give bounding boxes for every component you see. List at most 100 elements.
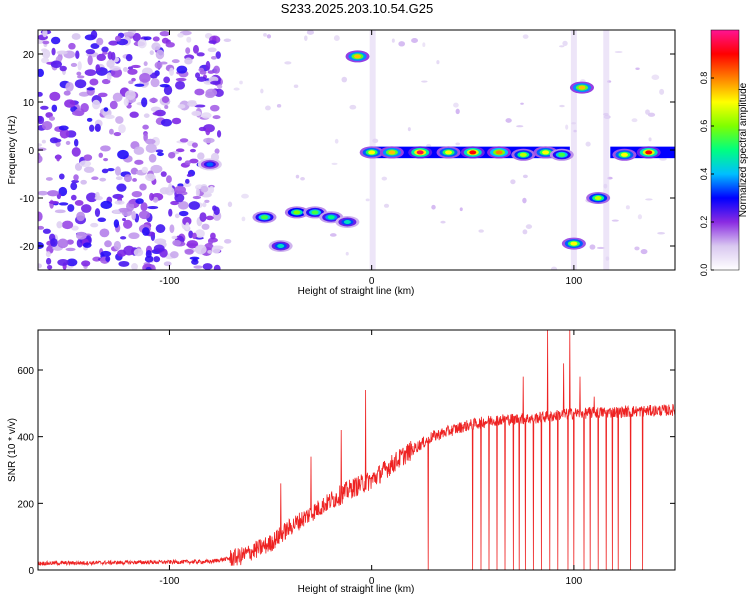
spectrogram-speckle xyxy=(210,80,221,85)
spectrogram-speckle xyxy=(293,84,299,88)
spectrogram-speckle xyxy=(92,99,101,110)
spectrogram-speckle xyxy=(171,59,180,64)
spectrogram-speckle xyxy=(559,104,565,108)
spectrogram-speckle xyxy=(192,44,199,54)
spectrogram-speckle xyxy=(631,118,638,123)
colorbar-frame xyxy=(710,29,740,271)
spectrogram-speckle xyxy=(86,192,98,203)
spectrogram-cells xyxy=(38,30,675,270)
spectrogram-speckle xyxy=(108,40,119,46)
spectrogram-speckle xyxy=(122,31,135,37)
spectrogram-speckle xyxy=(83,154,93,161)
spectrogram-speckle xyxy=(171,117,182,125)
spectrogram-speckle xyxy=(185,178,190,184)
spectrogram-speckle xyxy=(73,138,79,147)
snr-y-tick-label: 400 xyxy=(17,433,34,444)
spectrogram-speckle xyxy=(153,256,161,263)
spectrogram-speckle xyxy=(56,50,68,55)
spectrogram-speckle xyxy=(65,247,76,252)
spectrogram-speckle xyxy=(159,187,170,195)
spectrogram-speckle xyxy=(168,208,173,217)
spectrogram-speckle xyxy=(411,38,418,44)
spectrogram-speckle xyxy=(163,76,171,84)
spectrogram-speckle xyxy=(41,48,48,52)
spectrogram-speckle xyxy=(101,168,109,174)
spectrogram-speckle xyxy=(239,80,243,85)
spectrogram-speckle xyxy=(83,166,95,173)
spectrogram-speckle xyxy=(175,148,185,153)
spectrogram-speckle xyxy=(565,124,569,130)
spectrogram-speckle xyxy=(100,200,113,209)
spectrogram-speckle xyxy=(56,154,61,162)
spectrogram-speckle xyxy=(329,233,337,237)
spectrogram-speckle xyxy=(65,140,71,146)
spectrogram-speckle xyxy=(334,138,339,144)
spectrogram-speckle xyxy=(152,196,159,203)
spectrogram-speckle xyxy=(185,222,190,231)
snr-y-tick-label: 200 xyxy=(17,499,34,510)
spectrogram-speckle xyxy=(87,55,93,66)
spectrogram-speckle xyxy=(223,38,232,43)
spectrogram-speckle xyxy=(207,47,217,53)
spectrogram-speckle xyxy=(202,263,213,270)
spectrogram-speckle xyxy=(129,111,139,118)
spectrogram-speckle xyxy=(341,76,348,83)
spectrogram-speckle xyxy=(365,198,370,202)
spectrogram-speckle xyxy=(46,265,53,270)
spectrogram-speckle xyxy=(155,49,165,60)
spectrogram-speckle xyxy=(86,87,95,91)
spectrogram-blob xyxy=(594,196,602,200)
spectrogram-speckle xyxy=(96,37,104,46)
spectrogram-speckle xyxy=(75,231,87,240)
spectrogram-speckle xyxy=(42,30,48,38)
spectrogram-speckle xyxy=(645,198,653,201)
colorbar-tick-label: 0.6 xyxy=(699,120,709,133)
spectrogram-speckle xyxy=(118,124,126,134)
spectrogram-speckle xyxy=(177,32,184,38)
spectrogram-speckle xyxy=(186,173,193,178)
spectrogram-speckle xyxy=(66,258,78,267)
spectrogram-speckle xyxy=(103,107,109,112)
spectrogram-speckle xyxy=(38,115,45,125)
spectrogram-speckle xyxy=(241,216,246,222)
spectrogram-x-tick-label: 100 xyxy=(566,276,583,287)
spectrogram-speckle xyxy=(48,116,56,121)
spectrogram-speckle xyxy=(422,42,426,48)
snr-y-label: SNR (10 * v/v) xyxy=(7,418,18,482)
spectrogram-speckle xyxy=(41,57,50,64)
spectrogram-speckle xyxy=(97,217,107,222)
spectrogram-speckle xyxy=(345,251,349,256)
spectrogram-speckle xyxy=(177,201,189,210)
spectrogram-speckle xyxy=(525,224,533,230)
spectrogram-speckle xyxy=(38,241,45,250)
spectrogram-speckle xyxy=(104,114,115,120)
spectrogram-speckle xyxy=(455,108,460,115)
spectrogram-speckle xyxy=(101,78,111,85)
spectrogram-speckle xyxy=(169,67,174,76)
spectrogram-speckle xyxy=(48,200,60,205)
snr-x-tick-label: -100 xyxy=(159,576,179,587)
spectrogram-speckle xyxy=(45,257,52,265)
spectrogram-speckle xyxy=(124,90,136,100)
spectrogram-speckle xyxy=(171,235,178,240)
spectrogram-speckle xyxy=(50,36,61,45)
snr-plot-area xyxy=(38,330,675,570)
spectrogram-speckle xyxy=(195,72,201,79)
spectrogram-speckle xyxy=(73,174,79,181)
spectrogram-speckle xyxy=(95,64,101,72)
spectrogram-speckle xyxy=(188,201,201,210)
spectrogram-speckle xyxy=(177,104,186,109)
spectrogram-speckle xyxy=(558,45,565,48)
snr-frame xyxy=(37,329,676,571)
spectrogram-speckle xyxy=(85,49,96,55)
spectrogram-speckle xyxy=(522,174,528,179)
spectrogram-speckle xyxy=(81,260,91,267)
spectrogram-speckle xyxy=(58,186,68,197)
spectrogram-speckle xyxy=(152,36,160,42)
spectrogram-blob xyxy=(570,241,578,246)
spectrogram-speckle xyxy=(640,248,648,255)
spectrogram-speckle xyxy=(478,229,484,233)
spectrogram-speckle xyxy=(72,110,85,116)
spectrogram-speckle xyxy=(122,67,128,72)
spectrogram-speckle xyxy=(53,138,62,143)
